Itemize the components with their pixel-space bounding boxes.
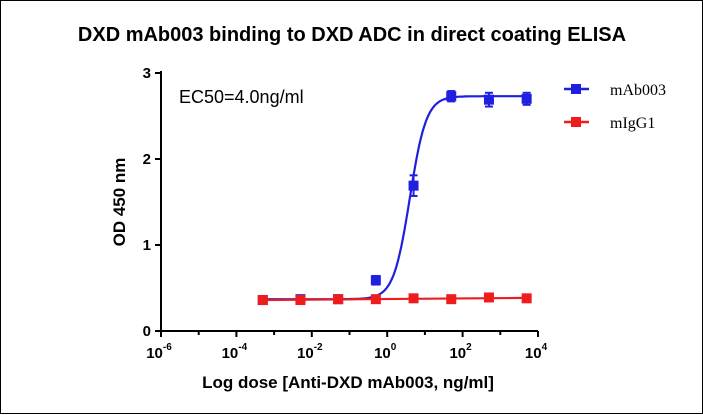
x-tick-label: 100 [374,342,397,362]
legend-label: mAb003 [610,82,666,99]
data-point-mAb003 [446,91,457,102]
data-point-mIgG1 [408,293,419,304]
y-tick-label: 2 [143,151,151,168]
ec50-annotation: EC50=4.0ng/ml [179,87,304,107]
legend-item-mIgG1: mIgG1 [564,115,655,132]
legend-marker [571,84,581,94]
y-tick-label: 0 [143,323,151,340]
y-tick-label: 1 [143,237,151,254]
x-tick-label: 10-6 [146,342,172,362]
x-tick-base: 10 [222,345,239,362]
fit-curve-mIgG1 [262,296,527,302]
x-axis-label: Log dose [Anti-DXD mAb003, ng/ml] [202,373,494,392]
x-tick-exponent: 0 [391,342,397,353]
x-tick-label: 102 [449,342,472,362]
data-point-mAb003 [408,180,419,191]
data-point-mAb003 [483,94,494,105]
x-tick-base: 10 [525,345,542,362]
data-point-mAb003 [370,275,381,286]
legend-marker [571,117,581,127]
x-tick-exponent: -4 [238,342,247,353]
data-point-mIgG1 [257,295,268,306]
legend-label: mIgG1 [610,115,655,132]
x-tick-label: 10-4 [222,342,248,362]
series-layer [257,90,532,306]
data-point-mIgG1 [483,292,494,303]
data-point-mIgG1 [295,295,306,306]
x-tick-exponent: 4 [542,342,548,353]
x-tick-label: 10-2 [297,342,323,362]
y-tick-label: 3 [143,65,151,82]
legend-item-mAb003: mAb003 [564,82,666,99]
x-tick-label: 104 [525,342,548,362]
x-tick-base: 10 [146,345,163,362]
series-mAb003 [257,90,532,306]
x-tick-base: 10 [374,345,391,362]
fit-curve-mAb003 [262,95,527,301]
data-point-mAb003 [521,93,532,104]
y-axis-label: OD 450 nm [110,158,129,247]
x-tick-exponent: 2 [466,342,472,353]
data-point-mIgG1 [446,294,457,305]
legend: mAb003 mIgG1 [564,82,666,132]
data-point-mIgG1 [333,294,344,305]
x-tick-base: 10 [297,345,314,362]
chart-title: DXD mAb003 binding to DXD ADC in direct … [78,24,626,46]
series-mIgG1 [257,292,532,306]
x-tick-base: 10 [449,345,466,362]
data-point-mIgG1 [370,294,381,305]
x-tick-exponent: -6 [163,342,172,353]
data-point-mIgG1 [521,293,532,304]
x-tick-exponent: -2 [314,342,323,353]
